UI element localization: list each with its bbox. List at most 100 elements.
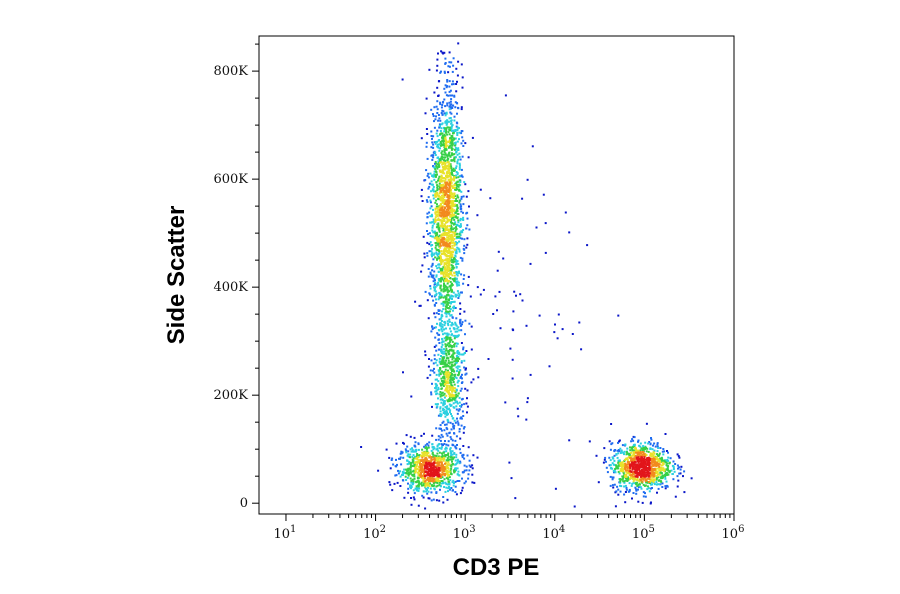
- event-dot: [444, 389, 447, 392]
- event-dot: [617, 464, 620, 467]
- y-tick-label: 800K: [213, 64, 248, 79]
- event-dot: [444, 406, 447, 409]
- event-dot: [432, 458, 435, 461]
- event-dot: [459, 223, 462, 226]
- event-dot: [425, 145, 428, 148]
- event-dot: [442, 409, 445, 412]
- event-dot: [437, 388, 440, 391]
- event-dot: [457, 185, 460, 188]
- event-dot: [385, 448, 388, 451]
- event-dot: [439, 457, 441, 460]
- event-dot: [448, 403, 451, 406]
- event-dot: [449, 231, 452, 234]
- event-dot: [666, 467, 669, 470]
- event-dot: [391, 489, 394, 492]
- event-dot: [657, 462, 660, 465]
- event-dot: [438, 291, 441, 294]
- event-dot: [608, 456, 611, 459]
- event-dot: [535, 226, 538, 229]
- event-dot: [427, 317, 430, 320]
- event-dot: [456, 184, 459, 186]
- event-dot: [432, 466, 435, 469]
- event-dot: [617, 488, 620, 491]
- event-dot: [646, 488, 649, 491]
- event-dot: [443, 51, 446, 54]
- event-dot: [656, 491, 658, 494]
- event-dot: [620, 449, 623, 452]
- event-dot: [447, 246, 450, 249]
- event-dot: [435, 292, 438, 295]
- event-dot: [641, 474, 644, 477]
- event-dot: [443, 172, 446, 175]
- event-dot: [431, 269, 434, 272]
- event-dot: [615, 453, 618, 456]
- event-dot: [619, 481, 622, 484]
- event-dot: [425, 169, 428, 172]
- event-dot: [441, 207, 443, 210]
- event-dot: [458, 270, 460, 273]
- x-tick-label: 104: [542, 524, 565, 542]
- event-dot: [399, 485, 402, 487]
- event-dot: [440, 106, 443, 109]
- event-dot: [456, 330, 459, 333]
- event-dot: [451, 265, 454, 267]
- event-dot: [459, 217, 462, 220]
- event-dot: [455, 266, 458, 269]
- event-dot: [445, 212, 448, 215]
- event-dot: [440, 190, 443, 193]
- event-dot: [453, 278, 456, 281]
- event-dot: [446, 174, 449, 177]
- event-dot: [453, 327, 456, 330]
- event-dot: [432, 115, 435, 117]
- event-dot: [440, 50, 443, 53]
- event-dot: [445, 208, 448, 211]
- event-dot: [438, 251, 441, 254]
- event-dot: [457, 379, 460, 382]
- event-dot: [449, 450, 452, 453]
- event-dot: [429, 201, 432, 204]
- event-dot: [448, 225, 451, 227]
- event-dot: [417, 465, 420, 468]
- event-dot: [460, 190, 463, 193]
- event-dot: [414, 468, 417, 471]
- event-dot: [439, 318, 442, 321]
- event-dot: [452, 291, 455, 294]
- event-dot: [432, 113, 434, 116]
- event-dot: [422, 469, 425, 472]
- event-dot: [626, 457, 629, 460]
- event-dot: [435, 326, 437, 329]
- event-dot: [444, 207, 447, 209]
- event-dot: [454, 204, 457, 207]
- event-dot: [654, 474, 657, 477]
- event-dot: [438, 279, 440, 282]
- event-dot: [442, 420, 445, 423]
- event-dot: [633, 452, 636, 455]
- event-dot: [430, 330, 433, 333]
- event-dot: [450, 201, 452, 204]
- event-dot: [629, 474, 632, 477]
- event-dot: [454, 255, 457, 258]
- event-dot: [422, 235, 425, 238]
- event-dot: [448, 345, 451, 348]
- event-dot: [650, 455, 653, 458]
- event-dot: [447, 208, 450, 211]
- event-dot: [403, 496, 406, 499]
- event-dot: [650, 481, 653, 484]
- event-dot: [638, 453, 641, 456]
- event-dot: [644, 441, 647, 444]
- event-dot: [431, 479, 434, 482]
- event-dot: [465, 465, 468, 468]
- event-dot: [459, 237, 462, 240]
- event-dot: [442, 144, 444, 146]
- event-dot: [447, 452, 450, 455]
- event-dot: [436, 194, 439, 197]
- event-dot: [417, 448, 420, 451]
- event-dot: [456, 381, 459, 384]
- event-dot: [395, 442, 398, 445]
- event-dot: [471, 464, 474, 467]
- event-dot: [417, 456, 420, 459]
- event-dot: [445, 432, 448, 435]
- event-dot: [434, 454, 437, 457]
- event-dot: [447, 202, 450, 205]
- event-dot: [444, 202, 447, 205]
